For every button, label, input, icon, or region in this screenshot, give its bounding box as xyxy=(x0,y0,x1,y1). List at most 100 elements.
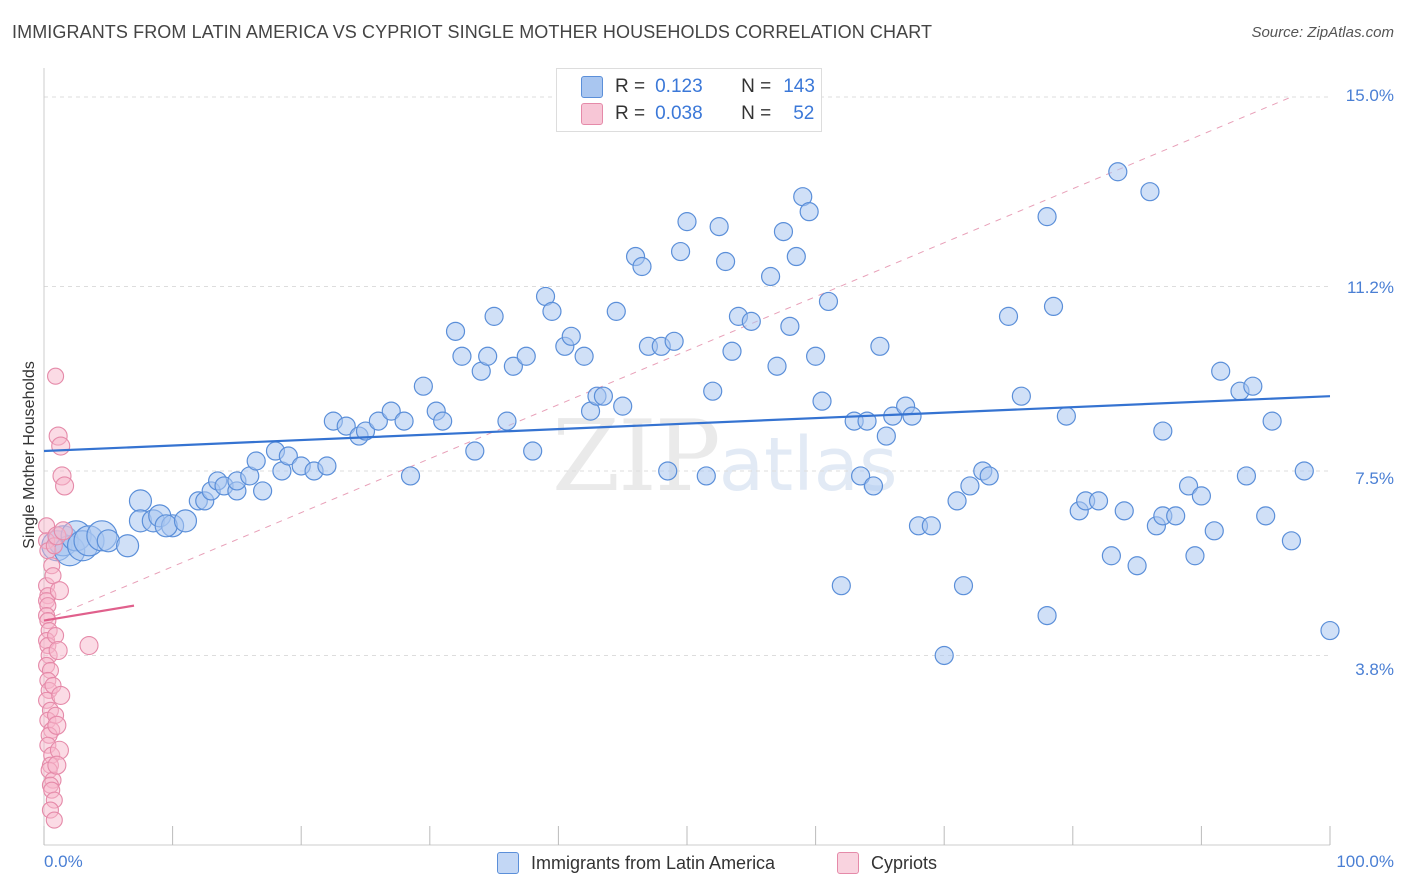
legend-n-label: N = xyxy=(741,76,772,97)
series-swatch-pink xyxy=(837,852,859,874)
legend-r-value: 0.038 xyxy=(655,103,703,124)
blue-point xyxy=(1294,461,1314,481)
blue-point xyxy=(670,241,691,262)
blue-point xyxy=(921,516,941,536)
legend-r-label: R = xyxy=(615,76,646,97)
blue-point xyxy=(851,466,871,486)
blue-point xyxy=(1114,501,1134,521)
legend-n-value: 52 xyxy=(793,103,815,124)
blue-point xyxy=(1262,411,1282,431)
blue-point xyxy=(516,346,536,366)
legend-n-label: N = xyxy=(741,103,772,124)
blue-point xyxy=(786,246,806,267)
legend-swatch-pink xyxy=(581,103,603,125)
blue-point xyxy=(934,645,954,666)
blue-point xyxy=(1166,506,1186,526)
blue-point xyxy=(613,396,633,416)
blue-point xyxy=(741,311,761,331)
blue-point xyxy=(1088,491,1109,511)
blue-point xyxy=(465,441,485,461)
blue-point xyxy=(696,466,716,486)
pink-point xyxy=(51,685,71,705)
blue-point xyxy=(523,441,543,461)
blue-point xyxy=(960,476,980,496)
y-tick-label-7-5: 7.5% xyxy=(1355,469,1394,488)
blue-point xyxy=(173,509,198,533)
blue-point xyxy=(1153,421,1173,441)
blue-point xyxy=(1011,386,1031,406)
y-tick-label-15: 15.0% xyxy=(1345,86,1394,105)
blue-point xyxy=(664,331,684,351)
blue-point xyxy=(998,306,1019,326)
blue-point xyxy=(154,514,178,538)
series-legend-cypriots: Cypriots xyxy=(837,852,937,874)
pink-point xyxy=(47,755,67,775)
blue-point xyxy=(780,316,800,336)
blue-point xyxy=(1236,466,1257,486)
pink-point xyxy=(45,811,63,829)
blue-point xyxy=(703,381,723,401)
blue-point xyxy=(632,256,652,277)
blue-point xyxy=(433,411,453,431)
blue-point xyxy=(1178,476,1199,496)
blue-point xyxy=(336,416,356,436)
y-tick-label-11-2: 11.2% xyxy=(1347,278,1394,297)
blue-point xyxy=(831,576,851,596)
blue-point xyxy=(722,341,742,361)
y-tick-label-3-8: 3.8% xyxy=(1355,660,1394,679)
blue-point xyxy=(876,426,896,446)
blue-point xyxy=(445,321,466,341)
blue-point xyxy=(1191,486,1212,506)
blue-point xyxy=(574,346,594,366)
pink-point xyxy=(51,436,71,456)
correlation-legend: R = 0.123 N = 143 R = 0.038 N = 52 xyxy=(556,68,822,132)
pink-point xyxy=(53,521,73,541)
blue-point xyxy=(1281,531,1302,551)
blue-point xyxy=(773,221,794,242)
y-axis-label: Single Mother Households xyxy=(21,361,38,549)
blue-point xyxy=(503,356,523,376)
blue-point xyxy=(413,376,433,396)
blue-point xyxy=(715,251,736,272)
x-tick-label-max: 100.0% xyxy=(1336,852,1394,871)
blue-point xyxy=(593,386,614,406)
legend-n-value: 143 xyxy=(783,76,815,97)
blue-point xyxy=(799,202,819,222)
blue-point xyxy=(317,456,337,476)
blue-point xyxy=(805,346,826,366)
blue-point xyxy=(947,491,967,511)
blue-point xyxy=(953,576,974,596)
blue-point xyxy=(381,401,401,421)
blue-point xyxy=(478,346,498,366)
pink-point xyxy=(47,626,65,645)
blue-point xyxy=(1108,162,1128,182)
blue-point xyxy=(542,301,562,321)
blue-point xyxy=(1243,376,1263,396)
blue-point xyxy=(902,406,922,426)
series-label-cypriots: Cypriots xyxy=(871,852,938,873)
blue-point xyxy=(497,411,517,431)
blue-point xyxy=(1185,546,1205,566)
zipatlas-watermark: ZIPatlas xyxy=(552,400,898,514)
pink-point xyxy=(47,715,67,735)
source-credit: Source: ZipAtlas.com xyxy=(1251,24,1394,41)
pink-point xyxy=(47,367,65,385)
blue-point xyxy=(677,212,697,232)
legend-row-cypriots: R = 0.038 N = 52 xyxy=(581,101,814,127)
blue-point xyxy=(400,466,421,486)
legend-swatch-blue xyxy=(581,76,603,98)
legend-r-label: R = xyxy=(615,103,646,124)
blue-point xyxy=(658,461,678,481)
blue-point xyxy=(979,466,999,486)
blue-point xyxy=(452,346,472,366)
blue-point xyxy=(1127,556,1147,576)
blue-point xyxy=(1140,182,1160,202)
watermark-atlas: atlas xyxy=(718,422,898,508)
blue-point xyxy=(128,489,153,513)
blue-point xyxy=(1043,296,1064,317)
blue-point xyxy=(1256,506,1276,526)
blue-point xyxy=(870,336,890,356)
blue-point xyxy=(760,266,781,287)
blue-point xyxy=(115,534,140,558)
